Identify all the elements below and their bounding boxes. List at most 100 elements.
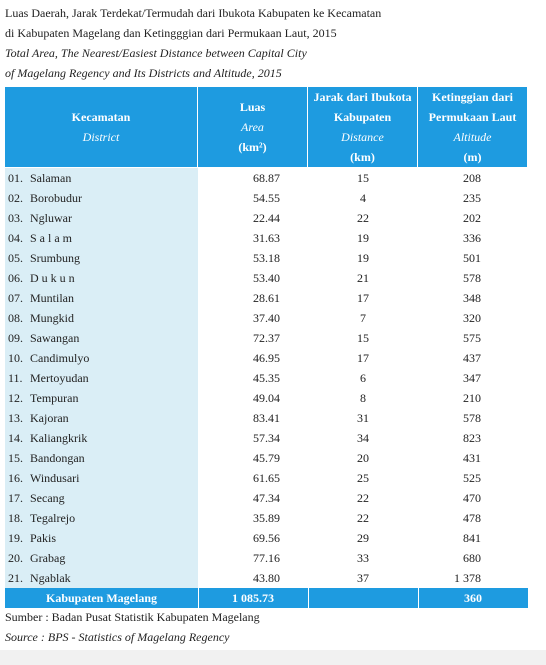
row-number: 11.: [8, 371, 23, 385]
row-number: 13.: [8, 411, 23, 425]
distance-cell: 25: [357, 471, 369, 485]
altitude-cell: 841: [463, 531, 481, 545]
altitude-cell: 575: [463, 331, 481, 345]
distance-cell: 22: [357, 211, 369, 225]
title-line: Total Area, The Nearest/Easiest Distance…: [5, 46, 307, 60]
altitude-cell: 208: [463, 171, 481, 185]
header-text: Luas: [239, 100, 266, 114]
area-cell: 31.63: [253, 231, 280, 245]
header-text: Distance: [341, 130, 384, 144]
distance-cell: 33: [357, 551, 369, 565]
row-number: 10.: [8, 351, 23, 365]
header-text: (km): [350, 150, 375, 164]
total-row-bg: [5, 588, 528, 608]
area-cell: 53.18: [253, 251, 280, 265]
district-name: Muntilan: [30, 291, 74, 305]
distance-cell: 15: [357, 171, 369, 185]
altitude-cell: 210: [463, 391, 481, 405]
area-cell: 61.65: [253, 471, 280, 485]
distance-cell: 4: [360, 191, 366, 205]
distance-cell: 21: [357, 271, 369, 285]
altitude-cell: 347: [463, 371, 481, 385]
area-cell: 35.89: [253, 511, 280, 525]
distance-cell: 31: [357, 411, 369, 425]
row-number: 14.: [8, 431, 23, 445]
area-cell: 45.35: [253, 371, 280, 385]
column-divider: [308, 588, 309, 608]
district-name: S a l a m: [30, 231, 72, 245]
title-line: di Kabupaten Magelang dan Ketingggian da…: [5, 26, 337, 40]
row-number: 08.: [8, 311, 23, 325]
area-cell: 22.44: [253, 211, 280, 225]
column-divider: [418, 588, 419, 608]
distance-cell: 7: [360, 311, 366, 325]
header-text: Permukaan Laut: [428, 110, 517, 124]
altitude-cell: 437: [463, 351, 481, 365]
district-name: Kaliangkrik: [30, 431, 88, 445]
altitude-cell: 823: [463, 431, 481, 445]
total-cell: 1 085.73: [232, 591, 274, 605]
area-cell: 37.40: [253, 311, 280, 325]
distance-cell: 19: [357, 231, 369, 245]
distance-cell: 19: [357, 251, 369, 265]
header-text: (m): [463, 150, 482, 164]
district-name: Tempuran: [30, 391, 79, 405]
altitude-cell: 1 378: [454, 571, 481, 585]
row-number: 21.: [8, 571, 23, 585]
district-name: Mungkid: [30, 311, 75, 325]
column-divider: [198, 588, 199, 608]
district-name: Ngluwar: [30, 211, 72, 225]
distance-cell: 29: [357, 531, 369, 545]
district-name: Bandongan: [30, 451, 85, 465]
district-name: Grabag: [30, 551, 66, 565]
distance-cell: 17: [357, 291, 369, 305]
district-name: Srumbung: [30, 251, 81, 265]
area-cell: 69.56: [253, 531, 280, 545]
total-cell: Kabupaten Magelang: [45, 591, 157, 605]
district-name: Salaman: [30, 171, 72, 185]
area-cell: 46.95: [253, 351, 280, 365]
distance-cell: 34: [357, 431, 369, 445]
header-text: Jarak dari Ibukota: [313, 90, 412, 104]
row-number: 02.: [8, 191, 23, 205]
header-text: Kecamatan: [71, 110, 131, 124]
source-line: Sumber : Badan Pusat Statistik Kabupaten…: [5, 610, 260, 624]
distance-cell: 17: [357, 351, 369, 365]
area-cell: 54.55: [253, 191, 280, 205]
district-name: D u k u n: [30, 271, 75, 285]
area-cell: 72.37: [253, 331, 280, 345]
altitude-cell: 578: [463, 411, 481, 425]
header-cell: Jarak dari Ibukota Kabupaten Distance (km): [308, 87, 418, 167]
altitude-cell: 478: [463, 511, 481, 525]
header-cell: Ketinggian dari Permukaan Laut Altitude (m): [418, 87, 528, 167]
footer-band: [0, 650, 546, 665]
distance-cell: 8: [360, 391, 366, 405]
district-name: Secang: [30, 491, 65, 505]
altitude-cell: 431: [463, 451, 481, 465]
row-number: 06.: [8, 271, 23, 285]
row-number: 19.: [8, 531, 23, 545]
area-cell: 77.16: [253, 551, 280, 565]
altitude-cell: 348: [463, 291, 481, 305]
altitude-cell: 470: [463, 491, 481, 505]
area-cell: 68.87: [253, 171, 280, 185]
row-number: 05.: [8, 251, 23, 265]
area-cell: 57.34: [253, 431, 280, 445]
row-number: 07.: [8, 291, 23, 305]
altitude-cell: 525: [463, 471, 481, 485]
row-number: 20.: [8, 551, 23, 565]
header-text: District: [82, 130, 120, 144]
distance-cell: 6: [360, 371, 366, 385]
area-cell: 49.04: [253, 391, 280, 405]
first-column-bg: [5, 168, 198, 588]
header-text: Altitude: [453, 130, 492, 144]
altitude-cell: 336: [463, 231, 481, 245]
header-text: (km²): [238, 140, 267, 154]
row-number: 04.: [8, 231, 23, 245]
distance-cell: 22: [357, 491, 369, 505]
distance-cell: 37: [357, 571, 369, 585]
district-name: Pakis: [30, 531, 57, 545]
area-cell: 43.80: [253, 571, 280, 585]
altitude-cell: 680: [463, 551, 481, 565]
